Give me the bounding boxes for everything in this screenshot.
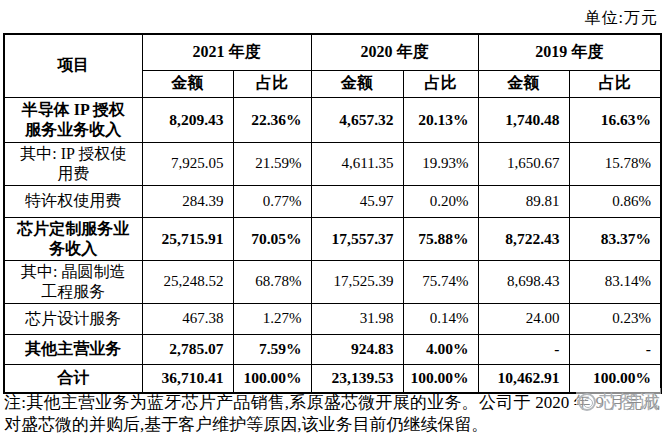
header-amount-2020: 金额 (311, 70, 403, 97)
table-body: 半导体 IP 授权 服务业务收入 8,209.43 22.36% 4,657.3… (4, 97, 661, 393)
cell-value: 21.59% (233, 142, 311, 185)
cell-value: 75.74% (403, 260, 478, 303)
cell-value: 24.00 (478, 303, 569, 334)
cell-value: 20.13% (403, 97, 478, 142)
cell-value: 10,462.91 (478, 364, 569, 393)
cell-value: 68.78% (233, 260, 311, 303)
cell-value: 45.97 (311, 185, 403, 217)
header-ratio-2019: 占比 (569, 70, 661, 97)
cell-value: 100.00% (403, 364, 478, 393)
cell-value: 100.00% (233, 364, 311, 393)
watermark: 芯智讯 (576, 388, 661, 416)
cell-value: 17,525.39 (311, 260, 403, 303)
header-year-2020: 2020 年度 (311, 34, 478, 70)
cell-value: 15.78% (569, 142, 661, 185)
header-item: 项目 (4, 34, 142, 97)
watermark-text: 芯智讯 (599, 389, 659, 415)
table-header: 项目 2021 年度 2020 年度 2019 年度 金额 占比 金额 占比 金… (4, 34, 661, 97)
cell-value: 83.37% (569, 217, 661, 260)
cell-value: 75.88% (403, 217, 478, 260)
table-row: 半导体 IP 授权 服务业务收入 8,209.43 22.36% 4,657.3… (4, 97, 661, 142)
header-amount-2021: 金额 (142, 70, 233, 97)
row-label: 合计 (4, 364, 142, 393)
table-row: 特许权使用费 284.39 0.77% 45.97 0.20% 89.81 0.… (4, 185, 661, 217)
header-ratio-2020: 占比 (403, 70, 478, 97)
cell-value: 17,557.37 (311, 217, 403, 260)
cell-value: 8,722.43 (478, 217, 569, 260)
table-row: 其中: IP 授权使 用费 7,925.05 21.59% 4,611.35 1… (4, 142, 661, 185)
cell-value: 0.77% (233, 185, 311, 217)
cell-value: 36,710.41 (142, 364, 233, 393)
table-row: 芯片定制服务业 务收入 25,715.91 70.05% 17,557.37 7… (4, 217, 661, 260)
cell-value: 2,785.07 (142, 334, 233, 364)
table-row: 合计 36,710.41 100.00% 23,139.53 100.00% 1… (4, 364, 661, 393)
table-row: 其中: 晶圆制造 工程服务 25,248.52 68.78% 17,525.39… (4, 260, 661, 303)
cell-value: 1,650.67 (478, 142, 569, 185)
cell-value: 284.39 (142, 185, 233, 217)
row-label: 特许权使用费 (4, 185, 142, 217)
header-year-row: 项目 2021 年度 2020 年度 2019 年度 (4, 34, 661, 70)
cell-value: 19.93% (403, 142, 478, 185)
row-label: 芯片定制服务业 务收入 (4, 217, 142, 260)
cell-value: 7.59% (233, 334, 311, 364)
cell-value: 25,248.52 (142, 260, 233, 303)
cell-value: 0.20% (403, 185, 478, 217)
table-row: 其他主营业务 2,785.07 7.59% 924.83 4.00% - - (4, 334, 661, 364)
cell-value: 23,139.53 (311, 364, 403, 393)
cell-value: 0.14% (403, 303, 478, 334)
footnote: 注:其他主营业务为蓝牙芯片产品销售,系原盛芯微开展的业务。公司于 2020 年 … (4, 392, 660, 436)
header-amount-2019: 金额 (478, 70, 569, 97)
row-label: 芯片设计服务 (4, 303, 142, 334)
cell-value: - (478, 334, 569, 364)
cell-value: 89.81 (478, 185, 569, 217)
row-label: 其中: IP 授权使 用费 (4, 142, 142, 185)
cell-value: 31.98 (311, 303, 403, 334)
cell-value: 0.86% (569, 185, 661, 217)
row-label: 其他主营业务 (4, 334, 142, 364)
cell-value: 8,209.43 (142, 97, 233, 142)
cell-value: 16.63% (569, 97, 661, 142)
table-row: 芯片设计服务 467.38 1.27% 31.98 0.14% 24.00 0.… (4, 303, 661, 334)
cell-value: 924.83 (311, 334, 403, 364)
cell-value: 4.00% (403, 334, 478, 364)
row-label: 半导体 IP 授权 服务业务收入 (4, 97, 142, 142)
cell-value: 1,740.48 (478, 97, 569, 142)
cell-value: 8,698.43 (478, 260, 569, 303)
header-ratio-2021: 占比 (233, 70, 311, 97)
revenue-table: 项目 2021 年度 2020 年度 2019 年度 金额 占比 金额 占比 金… (3, 33, 662, 394)
header-year-2021: 2021 年度 (142, 34, 311, 70)
cell-value: - (569, 334, 661, 364)
cell-value: 25,715.91 (142, 217, 233, 260)
cell-value: 7,925.05 (142, 142, 233, 185)
cell-value: 70.05% (233, 217, 311, 260)
header-year-2019: 2019 年度 (478, 34, 661, 70)
cell-value: 4,611.35 (311, 142, 403, 185)
cell-value: 22.36% (233, 97, 311, 142)
cell-value: 467.38 (142, 303, 233, 334)
cell-value: 1.27% (233, 303, 311, 334)
watermark-logo-icon (578, 393, 596, 411)
cell-value: 0.23% (569, 303, 661, 334)
row-label: 其中: 晶圆制造 工程服务 (4, 260, 142, 303)
unit-label: 单位:万元 (585, 8, 658, 29)
cell-value: 4,657.32 (311, 97, 403, 142)
cell-value: 83.14% (569, 260, 661, 303)
